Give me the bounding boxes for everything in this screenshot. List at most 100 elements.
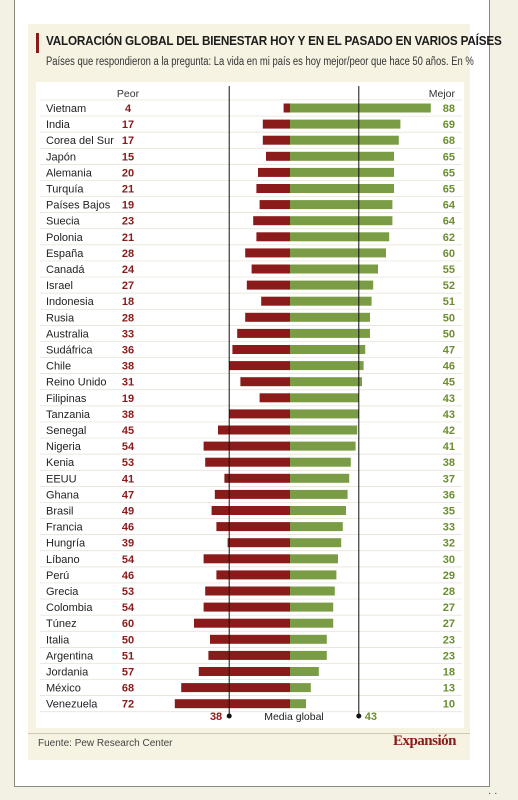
better-bar [290,232,390,242]
worse-value-label: 31 [122,377,134,389]
worse-value-label: 21 [122,184,134,196]
worse-value-label: 17 [122,119,134,131]
better-bar [290,618,334,628]
worse-value-label: 68 [122,683,134,695]
country-label: EEUU [46,473,77,485]
worse-bar [283,103,290,113]
better-bar [290,264,378,274]
worse-value-label: 28 [122,312,134,324]
country-label: Australia [46,328,90,340]
worse-bar [259,393,290,403]
better-value-label: 10 [443,699,455,711]
better-value-label: 51 [443,296,455,308]
country-label: Grecia [46,586,79,598]
average-worse-value: 38 [210,711,222,723]
better-value-label: 88 [443,103,455,115]
average-better-value: 43 [365,711,377,723]
worse-bar [211,506,290,515]
better-value-label: 43 [443,409,455,421]
worse-value-label: 33 [122,328,134,340]
worse-bar [262,135,290,145]
better-value-label: 33 [443,522,455,534]
worse-value-label: 54 [122,441,135,453]
chart-subtitle: Países que respondieron a la pregunta: L… [46,56,474,68]
country-label: Sudáfrica [46,345,93,357]
country-label: Rusia [46,312,75,324]
country-label: Perú [46,570,69,582]
country-label: Nigeria [46,441,82,453]
worse-value-label: 21 [122,232,134,244]
worse-value-label: 72 [122,699,134,711]
worse-value-label: 20 [122,167,134,179]
worse-value-label: 38 [122,409,134,421]
average-better-marker [356,713,362,719]
country-label: Tanzania [46,409,91,421]
worse-value-label: 27 [122,280,134,292]
better-bar [290,296,372,306]
better-bar [290,602,334,612]
better-bar [290,667,319,676]
better-value-label: 50 [443,312,455,324]
country-label: Colombia [46,602,93,614]
better-value-label: 65 [443,184,455,196]
country-label: México [46,683,81,695]
worse-bar [224,473,290,483]
better-value-label: 65 [443,151,455,163]
country-label: Ghana [46,489,80,501]
better-value-label: 38 [443,457,455,469]
worse-bar [258,167,290,177]
better-bar [290,554,338,564]
better-value-label: 23 [443,634,455,646]
better-bar [290,393,359,403]
worse-bar [218,425,290,435]
worse-bar [262,119,290,129]
page-corner-mark: · · [488,788,498,799]
better-value-label: 27 [443,618,455,630]
better-value-label: 35 [443,506,455,518]
worse-bar [174,699,290,709]
better-bar [290,151,394,161]
better-value-label: 47 [443,345,455,357]
better-value-label: 42 [443,425,455,437]
better-value-label: 30 [443,554,455,566]
better-bar [290,103,431,113]
worse-value-label: 36 [122,345,134,357]
better-bar [290,457,351,467]
worse-bar [246,280,290,290]
country-label: India [46,119,71,131]
worse-bar [245,248,290,258]
country-label: Hungría [46,538,86,550]
country-label: Kenia [46,457,75,469]
better-bar [290,312,370,322]
country-label: Alemania [46,167,93,179]
brand-logo: Expansión [392,733,457,749]
better-value-label: 52 [443,280,455,292]
better-bar [290,506,346,515]
worse-value-label: 50 [122,634,134,646]
worse-bar [205,586,290,596]
country-label: Jordania [46,667,89,679]
worse-bar [256,232,290,242]
better-bar [290,280,374,290]
worse-value-label: 39 [122,538,134,550]
worse-value-label: 17 [122,135,134,147]
better-value-label: 27 [443,602,455,614]
worse-bar [251,264,290,274]
worse-value-label: 23 [122,216,134,228]
country-label: Italia [46,634,70,646]
better-bar [290,522,343,532]
better-bar [290,538,342,548]
better-value-label: 62 [443,232,455,244]
country-label: Japón [46,151,76,163]
worse-bar [245,312,290,322]
country-label: España [46,248,84,260]
worse-bar [259,200,290,210]
better-value-label: 23 [443,650,455,662]
worse-bar [216,522,290,532]
worse-value-label: 49 [122,506,134,518]
better-value-label: 64 [443,216,456,228]
worse-bar [240,377,290,387]
better-bar [290,248,386,258]
better-value-label: 32 [443,538,455,550]
